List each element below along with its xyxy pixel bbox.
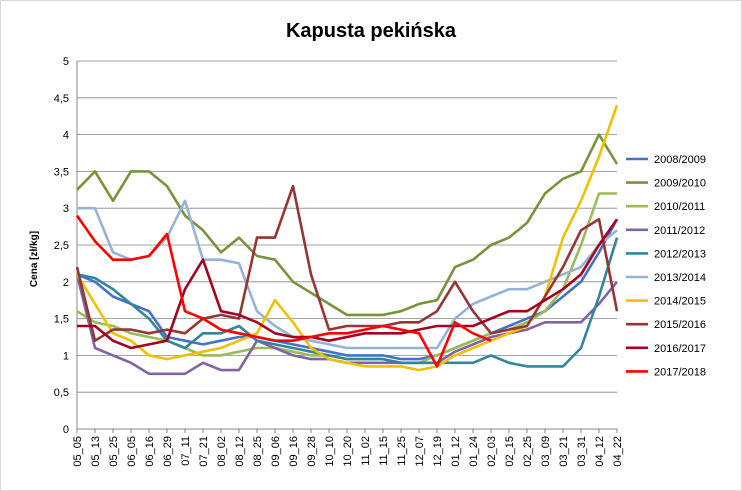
x-tick-label: 05_25 <box>108 436 120 467</box>
x-tick-label: 04_22 <box>612 436 624 467</box>
x-tick-label: 02_15 <box>504 436 516 467</box>
x-tick-labels: 05_05 05_13 05_25 06_05 06_16 06_29 07_11 07_21… <box>72 429 624 467</box>
x-tick-label: 09_06 <box>270 436 282 467</box>
y-axis-label: Cena [zł/kg] <box>29 231 40 287</box>
x-tick-label: 03_09 <box>540 436 552 467</box>
series-line-2017-2018 <box>75 214 492 368</box>
series-line-2009-2010 <box>76 133 619 317</box>
y-tick-label: 1 <box>63 350 69 362</box>
y-tick-label: 3,5 <box>54 166 69 178</box>
x-tick-label: 01_24 <box>468 436 480 467</box>
x-tick-label: 10_10 <box>324 436 336 467</box>
x-tick-label: 11_25 <box>396 436 408 466</box>
series-line-2015-2016 <box>75 184 619 342</box>
y-tick-labels: 0 0,5 1 1,5 2 2,5 3 3,5 4 4,5 5 <box>54 56 69 436</box>
y-tick-label: 0 <box>63 424 69 436</box>
series-line-2016-2017 <box>77 218 619 350</box>
x-tick-label: 08_12 <box>234 436 246 467</box>
x-tick-label: 03_21 <box>558 436 570 467</box>
x-tick-label: 09_28 <box>306 436 318 467</box>
y-tick-label: 3 <box>63 203 69 215</box>
x-tick-label: 10_20 <box>342 436 354 467</box>
axes <box>76 61 617 430</box>
series-lines <box>75 104 619 376</box>
x-tick-label: 05_13 <box>90 436 102 467</box>
y-tick-label: 2,5 <box>54 240 69 252</box>
legend-label: 2015/2016 <box>654 319 706 331</box>
y-tick-label: 4 <box>63 130 69 142</box>
legend: 2008/2009 2009/2010 2010/2011 2011/2012 2012… <box>626 154 706 378</box>
x-tick-label: 07_21 <box>198 436 210 467</box>
x-tick-label: 02_25 <box>522 436 534 467</box>
x-tick-label: 05_05 <box>72 436 84 467</box>
legend-label: 2016/2017 <box>654 343 706 355</box>
y-tick-label: 4,5 <box>54 93 69 105</box>
x-tick-label: 02_03 <box>486 436 498 467</box>
x-tick-label: 12_19 <box>432 436 444 467</box>
y-tick-label: 2 <box>63 277 69 289</box>
legend-label: 2011/2012 <box>654 225 705 237</box>
x-tick-label: 06_16 <box>144 436 156 467</box>
legend-label: 2010/2011 <box>654 201 705 213</box>
x-tick-label: 08_02 <box>216 436 228 467</box>
x-tick-label: 12_07 <box>414 436 426 467</box>
x-tick-label: 08_25 <box>252 436 264 467</box>
chart-title: Kapusta pekińska <box>286 20 457 42</box>
legend-label: 2012/2013 <box>654 248 706 260</box>
x-tick-label: 04_12 <box>594 436 606 467</box>
x-tick-label: 11_02 <box>360 436 372 466</box>
legend-label: 2013/2014 <box>654 272 706 284</box>
legend-label: 2008/2009 <box>654 154 706 166</box>
x-tick-label: 11_15 <box>378 436 390 466</box>
legend-label: 2009/2010 <box>654 178 706 190</box>
x-tick-label: 06_05 <box>126 436 138 467</box>
gridlines <box>77 60 617 393</box>
y-tick-label: 0,5 <box>54 387 69 399</box>
legend-label: 2017/2018 <box>654 366 706 378</box>
legend-label: 2014/2015 <box>654 296 706 308</box>
y-tick-label: 5 <box>63 56 69 68</box>
y-tick-label: 1,5 <box>54 314 69 326</box>
x-tick-label: 03_31 <box>576 436 588 467</box>
x-tick-label: 09_16 <box>288 436 300 467</box>
x-tick-label: 06_29 <box>162 436 174 467</box>
x-tick-label: 07_11 <box>180 436 192 466</box>
x-tick-label: 01_12 <box>450 436 462 467</box>
